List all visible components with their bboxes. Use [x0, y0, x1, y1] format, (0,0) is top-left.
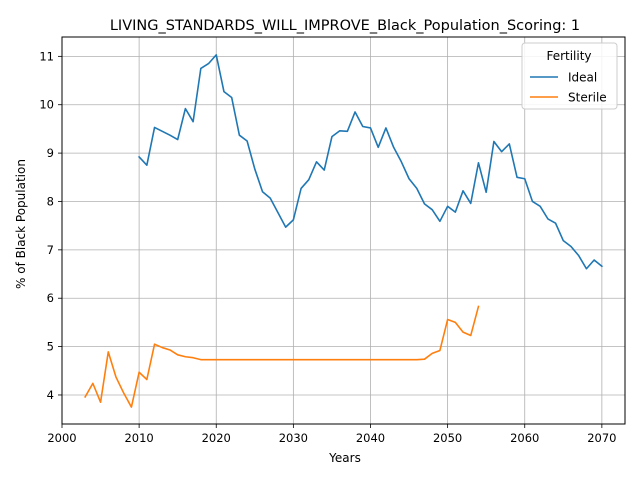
x-axis-label: Years — [328, 451, 361, 465]
legend-box — [521, 42, 618, 110]
grid — [61, 37, 625, 424]
y-tick-label: 10 — [39, 98, 54, 112]
axis-ticks: 2000 2010 2020 2030 2040 2050 2060 2070 4 5 6 7 8 9 10… — [39, 49, 616, 445]
series-lines — [84, 54, 603, 408]
x-tick-label: 2040 — [356, 431, 385, 445]
legend-label-sterile: Sterile — [568, 91, 607, 105]
x-tick-label: 2010 — [124, 431, 153, 445]
plot-frame — [61, 36, 626, 425]
y-tick-label: 8 — [47, 194, 54, 208]
chart-title: LIVING_STANDARDS_WILL_IMPROVE_Black_Popu… — [110, 18, 580, 34]
x-tick-label: 2050 — [433, 431, 462, 445]
y-tick-label: 4 — [47, 388, 54, 402]
legend: Fertility Ideal Sterile — [521, 42, 618, 110]
series-line-sterile — [84, 305, 480, 408]
y-tick-label: 5 — [47, 340, 54, 354]
y-tick-label: 7 — [47, 243, 54, 257]
y-tick-label: 9 — [47, 146, 54, 160]
legend-title: Fertility — [546, 49, 591, 63]
y-tick-label: 11 — [39, 49, 54, 63]
x-tick-label: 2060 — [510, 431, 539, 445]
y-tick-label: 6 — [47, 291, 54, 305]
x-tick-label: 2070 — [587, 431, 616, 445]
legend-label-ideal: Ideal — [568, 71, 597, 85]
y-axis-label: % of Black Population — [14, 159, 28, 289]
series-line-ideal — [137, 54, 603, 270]
x-tick-label: 2000 — [47, 431, 76, 445]
x-tick-label: 2020 — [202, 431, 231, 445]
x-tick-label: 2030 — [279, 431, 308, 445]
